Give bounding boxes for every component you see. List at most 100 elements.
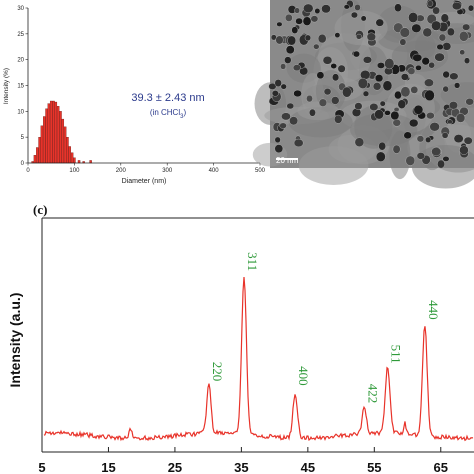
tem-particle <box>459 145 469 155</box>
tem-particle <box>453 134 464 144</box>
tem-particle <box>440 13 449 23</box>
tem-particle <box>442 156 450 162</box>
tem-particle <box>292 64 301 72</box>
tem-particle <box>331 96 340 105</box>
tem-particle <box>429 122 440 132</box>
tem-particle <box>459 49 466 56</box>
xrd-pattern: (c) Intensity (a.u.) 220311400422511440 … <box>7 202 474 474</box>
tem-particle <box>284 56 292 64</box>
tem-particle <box>413 104 424 115</box>
xrd-y-axis-label: Intensity (a.u.) <box>7 293 23 388</box>
dls-bars <box>31 100 92 164</box>
dls-x-tick-label: 0 <box>26 168 30 174</box>
tem-particle <box>317 33 327 44</box>
dls-x-tick-label: 100 <box>69 168 80 174</box>
panel-label-c: (c) <box>33 202 47 217</box>
tem-particle <box>411 23 422 33</box>
tem-particle <box>416 135 425 143</box>
tem-particle <box>424 89 435 101</box>
tem-particle <box>434 52 445 62</box>
tem-particle <box>384 110 391 116</box>
tem-particle <box>337 64 346 73</box>
xrd-peak-label: 440 <box>426 300 441 320</box>
tem-particle <box>275 35 284 45</box>
tem-particle <box>271 90 279 97</box>
tem-particle <box>376 62 385 69</box>
dls-bar <box>49 100 53 164</box>
tem-texture-blob <box>297 101 339 121</box>
tem-particle <box>462 23 471 31</box>
tem-particle <box>416 152 426 160</box>
dls-y-tick-label: 0 <box>21 161 25 167</box>
tem-particle <box>442 85 449 93</box>
tem-particle <box>342 86 352 98</box>
tem-particle <box>309 108 316 117</box>
tem-particle <box>323 88 332 96</box>
dls-bar <box>59 111 62 164</box>
tem-particle <box>412 53 423 62</box>
tem-particle <box>354 4 361 11</box>
tem-particle <box>360 15 367 22</box>
xrd-peak-labels: 220 311 400 422 511 440 <box>210 252 441 403</box>
tem-particle <box>287 35 297 46</box>
tem-particle <box>441 132 449 139</box>
tem-particle <box>334 114 343 124</box>
xrd-peak-label: 422 <box>365 384 380 404</box>
tem-particle <box>330 63 337 69</box>
xrd-x-tick-label: 45 <box>301 460 315 474</box>
tem-nanoparticles <box>268 0 474 169</box>
dls-x-tick-label: 400 <box>209 168 220 174</box>
tem-particle <box>392 144 401 154</box>
tem-texture-blob <box>404 73 427 94</box>
tem-particle <box>442 70 450 79</box>
tem-particle <box>304 34 312 42</box>
tem-particle <box>369 103 379 111</box>
tem-particle <box>372 82 382 91</box>
dls-bar <box>73 157 76 164</box>
tem-particle <box>408 12 419 23</box>
tem-particle <box>390 110 400 121</box>
tem-particle <box>362 90 370 97</box>
tem-scalebar <box>276 158 298 160</box>
tem-particle <box>276 21 283 27</box>
tem-particle <box>384 58 395 70</box>
tem-particle <box>403 131 412 140</box>
tem-particle <box>374 74 384 83</box>
tem-particle <box>442 42 452 51</box>
tem-particle <box>451 1 462 11</box>
tem-particle <box>303 3 314 13</box>
tem-particle <box>291 26 299 34</box>
tem-particle <box>437 159 445 169</box>
tem-texture-blob <box>298 146 369 185</box>
tem-particle <box>354 102 363 110</box>
tem-particle <box>375 18 384 27</box>
dls-y-axis-label: Intensity (%) <box>3 68 10 104</box>
xrd-x-ticks: 5 15 25 35 45 55 65 <box>38 447 448 474</box>
tem-particle <box>318 98 328 107</box>
tem-particle <box>400 86 411 98</box>
dls-y-tick-label: 20 <box>17 58 24 64</box>
tem-particle <box>427 0 434 7</box>
dls-bar <box>45 108 48 164</box>
tem-particle <box>410 86 419 94</box>
tem-particle <box>375 151 386 162</box>
tem-scalebar-label: 20 nm <box>276 156 299 165</box>
xrd-x-tick-label: 65 <box>434 460 448 474</box>
tem-particle <box>302 16 312 26</box>
xrd-x-tick-label: 5 <box>38 460 45 474</box>
tem-particle <box>366 32 376 42</box>
xrd-x-tick-label: 35 <box>234 460 248 474</box>
tem-particle <box>399 27 410 38</box>
tem-particle <box>428 61 435 69</box>
tem-particle <box>432 6 440 15</box>
dls-y-ticks: 0 5 10 15 20 25 30 <box>17 6 28 167</box>
tem-particle <box>306 94 313 103</box>
tem-particle <box>438 33 447 42</box>
tem-particle <box>357 77 368 89</box>
tem-particle <box>456 113 466 123</box>
tem-particle <box>408 118 419 128</box>
dls-bar <box>70 152 74 164</box>
solvent-annotation-subscript: 3 <box>180 114 184 120</box>
dls-y-tick-label: 5 <box>21 135 25 141</box>
